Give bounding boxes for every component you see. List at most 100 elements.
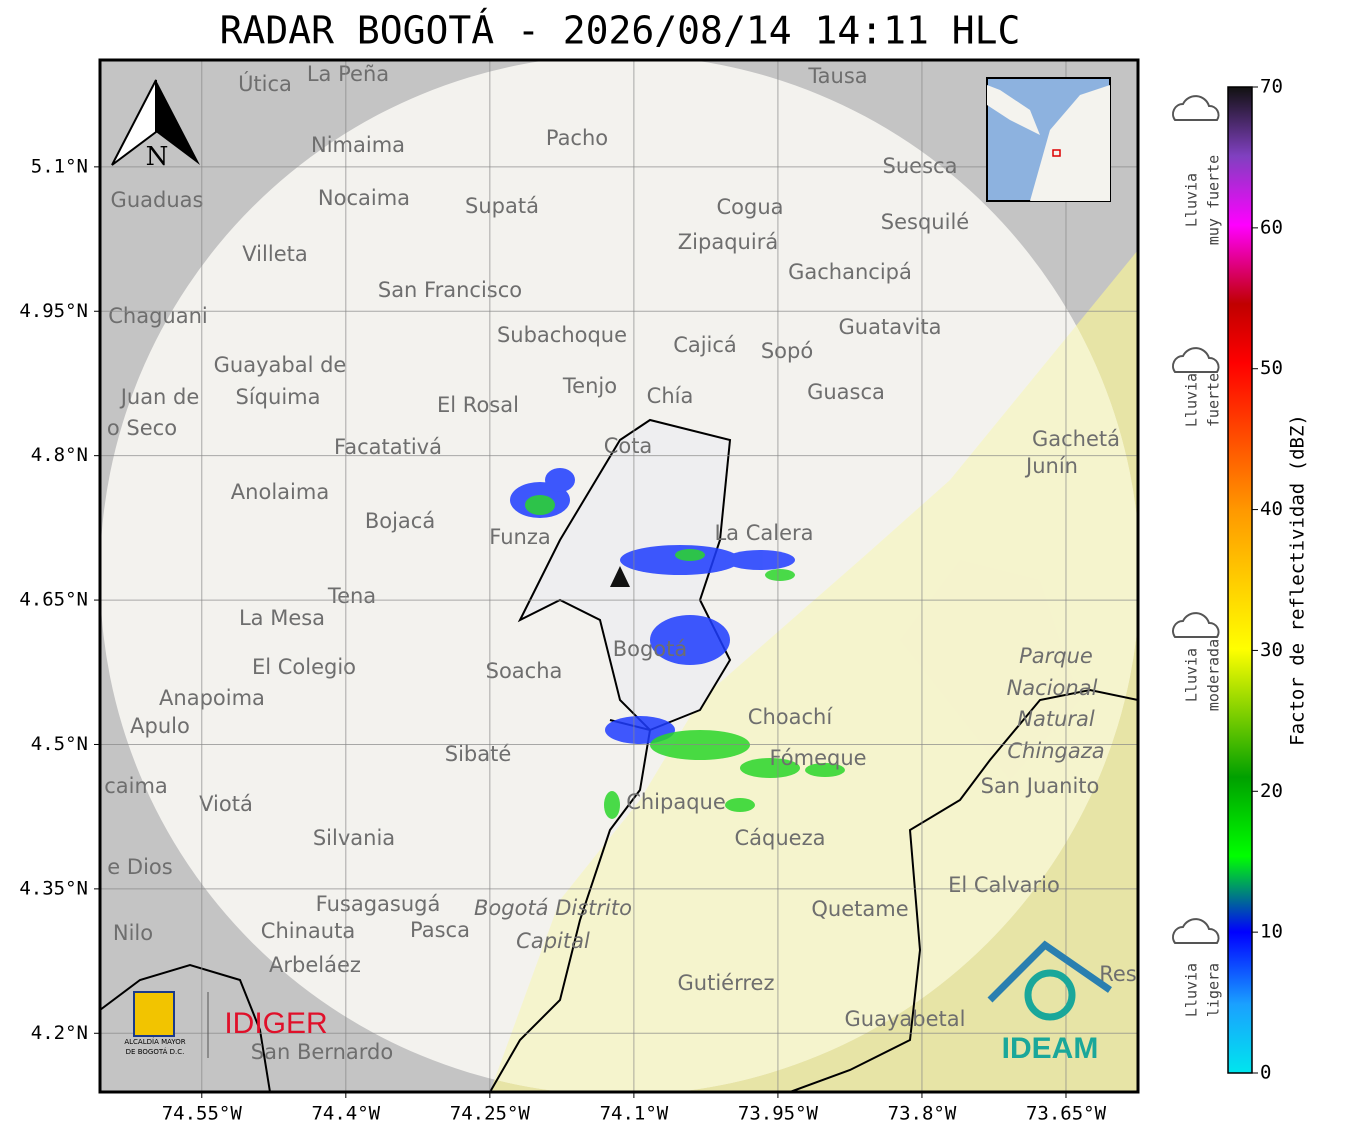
rain-icon	[1172, 918, 1220, 944]
place-label: Nacional	[1007, 676, 1098, 700]
colorbar	[1227, 86, 1253, 1074]
place-label: Bogotá	[613, 637, 688, 661]
place-label: Villeta	[242, 242, 307, 266]
x-tick-label: 74.1°W	[600, 1103, 669, 1125]
place-label: Tausa	[807, 64, 867, 88]
place-label: Fómeque	[769, 746, 866, 770]
place-label: Soacha	[486, 659, 563, 683]
place-label: Gachancipá	[788, 260, 912, 284]
basemap: Útica La Peña Tausa Pacho Nimaima Guaduas Noca…	[100, 60, 1138, 1092]
place-label: Quetame	[811, 897, 908, 921]
rain-label: fuerte	[1205, 373, 1223, 427]
place-label: El Rosal	[437, 393, 519, 417]
north-label: N	[146, 142, 169, 172]
place-label: Gachetá	[1032, 427, 1120, 451]
place-label: Arbeláez	[269, 953, 361, 977]
place-label: Junín	[1024, 454, 1078, 478]
x-tick-label: 74.4°W	[311, 1103, 380, 1125]
x-tick-label: 74.55°W	[162, 1103, 243, 1125]
place-label: San Francisco	[378, 278, 522, 302]
place-label: Anapoima	[159, 686, 265, 710]
place-label: Bogotá Distrito	[474, 896, 632, 920]
rain-label: Lluvia	[1183, 373, 1201, 427]
colorbar-tick-label: 0	[1260, 1062, 1271, 1084]
frame	[98, 58, 1140, 1094]
place-label: El Colegio	[252, 655, 356, 679]
place-label: Nocaima	[318, 186, 410, 210]
place-label: Gutiérrez	[678, 971, 775, 995]
place-label: San Bernardo	[251, 1040, 393, 1064]
places: Útica La Peña Tausa Pacho Nimaima Guaduas Noca…	[104, 62, 1137, 1064]
place-label: Choachí	[748, 705, 834, 729]
place-label: Cáqueza	[735, 826, 826, 850]
north-arrow: N	[111, 79, 200, 172]
place-label: Capital	[516, 929, 590, 953]
y-tick-label: 5.1°N	[31, 155, 88, 177]
rain-icon	[1172, 612, 1220, 638]
place-label: Guayabal de	[214, 353, 347, 377]
place-label: Supatá	[465, 194, 539, 218]
x-tick-label: 73.95°W	[738, 1103, 819, 1125]
place-label: Subachoque	[497, 323, 627, 347]
y-tick-label: 4.8°N	[31, 444, 88, 466]
place-label: Pacho	[546, 126, 608, 150]
place-label: El Calvario	[948, 873, 1060, 897]
rain-label: ligera	[1205, 963, 1223, 1017]
alcaldia-line2: DE BOGOTÁ D.C.	[126, 1047, 185, 1056]
colorbar-tick-label: 10	[1260, 921, 1283, 943]
colorbar-tick-label: 70	[1260, 76, 1283, 98]
y-tick-label: 4.95°N	[19, 300, 88, 322]
place-label: Chipaque	[626, 790, 726, 814]
place-label: o Seco	[107, 416, 177, 440]
place-label: Nilo	[113, 921, 153, 945]
y-tick-label: 4.2°N	[31, 1022, 88, 1044]
place-label: La Mesa	[239, 606, 325, 630]
place-label: Pasca	[410, 918, 470, 942]
place-label: Guaduas	[111, 188, 204, 212]
place-label: Chinauta	[261, 919, 355, 943]
rain-icon	[1172, 347, 1220, 373]
idiger-logo: IDIGER	[224, 1007, 327, 1040]
ideam-logo: IDEAM	[1002, 1032, 1099, 1065]
place-label: Apulo	[130, 714, 190, 738]
place-label: Viotá	[199, 792, 253, 816]
colorbar-tick-label: 40	[1260, 498, 1283, 520]
y-tick-label: 4.35°N	[19, 877, 88, 899]
rain-label: muy fuerte	[1205, 155, 1223, 245]
place-label: Zipaquirá	[678, 230, 778, 254]
place-label: La Peña	[307, 62, 389, 86]
rain-label: Lluvia	[1183, 648, 1201, 702]
place-label: Guayabetal	[845, 1007, 966, 1031]
y-tick-label: 4.5°N	[31, 733, 88, 755]
colorbar-tick-label: 50	[1260, 357, 1283, 379]
place-label: Chaguani	[108, 304, 208, 328]
place-label: Sibaté	[445, 742, 512, 766]
place-label: Fusagasugá	[316, 892, 441, 916]
place-label: Suesca	[883, 154, 958, 178]
place-label: Juan de	[119, 385, 200, 409]
rain-icon	[1172, 95, 1220, 121]
place-label: Guasca	[807, 380, 885, 404]
rain-label: Lluvia	[1183, 963, 1201, 1017]
place-label: Facatativá	[334, 435, 442, 459]
inset-map	[986, 77, 1111, 202]
place-label: Nimaima	[311, 133, 405, 157]
place-label: Bojacá	[365, 509, 435, 533]
colorbar-tick-label: 60	[1260, 216, 1283, 238]
colorbar-tick-label: 20	[1260, 780, 1283, 802]
place-label: Chingaza	[1007, 739, 1104, 763]
rain-label: moderada	[1205, 639, 1223, 711]
place-label: Chía	[647, 384, 694, 408]
place-label: Natural	[1017, 707, 1095, 731]
place-label: San Juanito	[981, 774, 1100, 798]
place-label: Cajicá	[673, 333, 737, 357]
place-label: Parque	[1019, 644, 1093, 668]
place-label: Cogua	[716, 195, 783, 219]
place-label: Silvania	[313, 826, 395, 850]
colorbar-label: Factor de reflectividad (dBZ)	[1287, 414, 1309, 746]
x-tick-label: 73.8°W	[888, 1103, 957, 1125]
place-label: e Dios	[107, 855, 172, 879]
